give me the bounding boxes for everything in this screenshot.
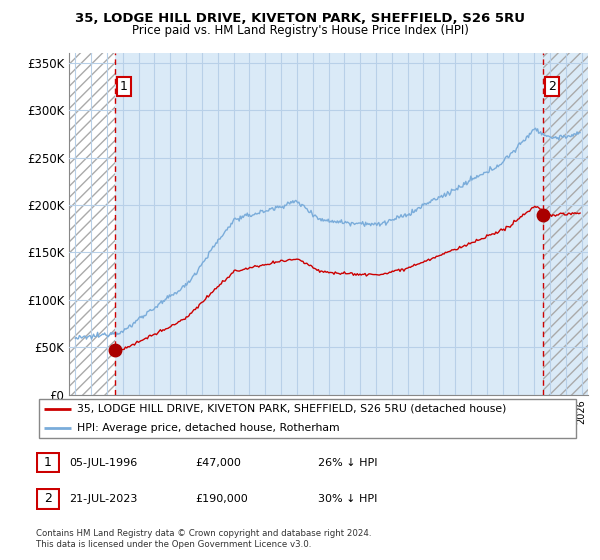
Text: 2: 2 (548, 80, 556, 93)
Text: Price paid vs. HM Land Registry's House Price Index (HPI): Price paid vs. HM Land Registry's House … (131, 24, 469, 36)
FancyBboxPatch shape (37, 489, 59, 508)
Text: Contains HM Land Registry data © Crown copyright and database right 2024.
This d: Contains HM Land Registry data © Crown c… (36, 529, 371, 549)
Text: 1: 1 (44, 456, 52, 469)
Text: 05-JUL-1996: 05-JUL-1996 (69, 458, 137, 468)
Text: 30% ↓ HPI: 30% ↓ HPI (318, 494, 377, 504)
Text: 1: 1 (120, 80, 128, 93)
Text: 2: 2 (44, 492, 52, 506)
Text: 35, LODGE HILL DRIVE, KIVETON PARK, SHEFFIELD, S26 5RU: 35, LODGE HILL DRIVE, KIVETON PARK, SHEF… (75, 12, 525, 25)
FancyBboxPatch shape (37, 453, 59, 472)
Text: HPI: Average price, detached house, Rotherham: HPI: Average price, detached house, Roth… (77, 423, 340, 433)
FancyBboxPatch shape (39, 399, 576, 438)
Text: 26% ↓ HPI: 26% ↓ HPI (318, 458, 377, 468)
Text: £47,000: £47,000 (195, 458, 241, 468)
Text: £190,000: £190,000 (195, 494, 248, 504)
Text: 21-JUL-2023: 21-JUL-2023 (69, 494, 137, 504)
Text: 35, LODGE HILL DRIVE, KIVETON PARK, SHEFFIELD, S26 5RU (detached house): 35, LODGE HILL DRIVE, KIVETON PARK, SHEF… (77, 404, 506, 414)
